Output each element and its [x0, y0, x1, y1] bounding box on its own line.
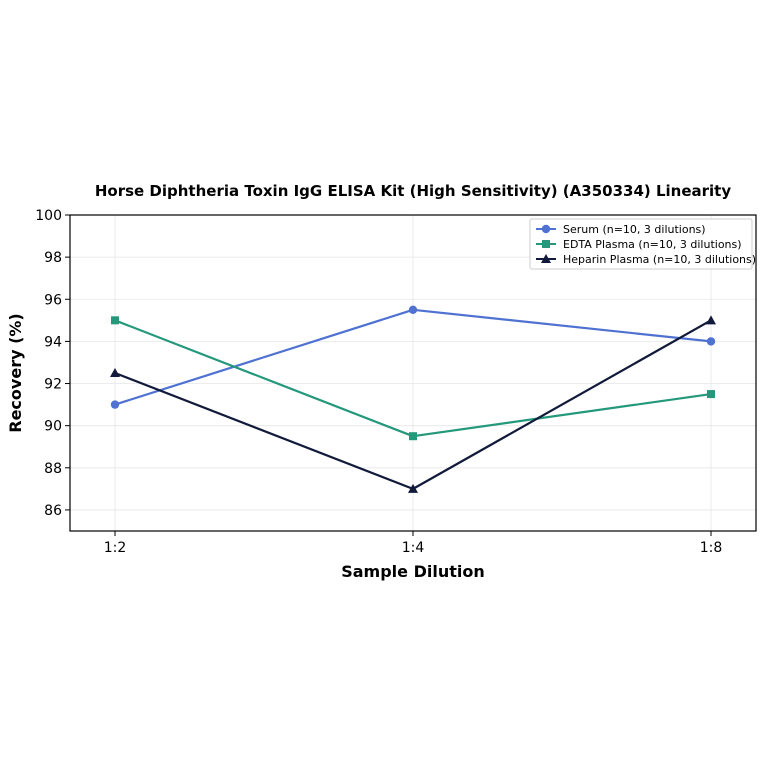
- x-tick-label: 1:4: [402, 540, 425, 556]
- legend: Serum (n=10, 3 dilutions) EDTA Plasma (n=…: [529, 218, 756, 270]
- y-tick-label: 94: [44, 334, 62, 350]
- legend-swatch-marker: [542, 240, 550, 248]
- y-tick-label: 92: [44, 377, 62, 393]
- data-point: [706, 337, 716, 346]
- y-axis-label: Recovery (%): [6, 313, 25, 432]
- x-axis: 1:2 1:4 1:8: [104, 531, 723, 556]
- y-tick-label: 100: [35, 208, 62, 224]
- legend-label: Serum (n=10, 3 dilutions): [563, 223, 706, 236]
- legend-item: EDTA Plasma (n=10, 3 dilutions): [536, 238, 742, 251]
- x-axis-label: Sample Dilution: [341, 562, 485, 581]
- legend-swatch-marker: [541, 254, 551, 263]
- x-tick-label: 1:8: [700, 540, 723, 556]
- y-tick-label: 86: [44, 503, 62, 519]
- series-2: [111, 316, 715, 441]
- data-point: [409, 432, 417, 441]
- legend-item: Serum (n=10, 3 dilutions): [536, 223, 706, 236]
- data-point: [707, 390, 715, 399]
- series-layer: [110, 305, 716, 493]
- y-tick-label: 98: [44, 250, 62, 266]
- y-tick-label: 96: [44, 292, 62, 308]
- data-point: [408, 483, 418, 493]
- series-1: [110, 305, 716, 409]
- data-point: [408, 305, 418, 314]
- data-point: [111, 316, 119, 325]
- y-tick-label: 90: [44, 419, 62, 435]
- legend-label: Heparin Plasma (n=10, 3 dilutions): [563, 253, 756, 266]
- legend-label: EDTA Plasma (n=10, 3 dilutions): [563, 238, 742, 251]
- data-point: [110, 400, 120, 409]
- y-axis: 86 88 90 92 94 96 98 100: [35, 208, 70, 519]
- x-tick-label: 1:2: [104, 540, 127, 556]
- chart-title: Horse Diphtheria Toxin IgG ELISA Kit (Hi…: [95, 182, 732, 200]
- series-3: [110, 315, 716, 493]
- legend-box: [529, 218, 753, 270]
- y-tick-label: 88: [44, 461, 62, 477]
- data-point: [110, 368, 120, 377]
- legend-item: Heparin Plasma (n=10, 3 dilutions): [536, 253, 756, 266]
- data-point: [706, 315, 716, 325]
- legend-swatch-marker: [541, 224, 551, 234]
